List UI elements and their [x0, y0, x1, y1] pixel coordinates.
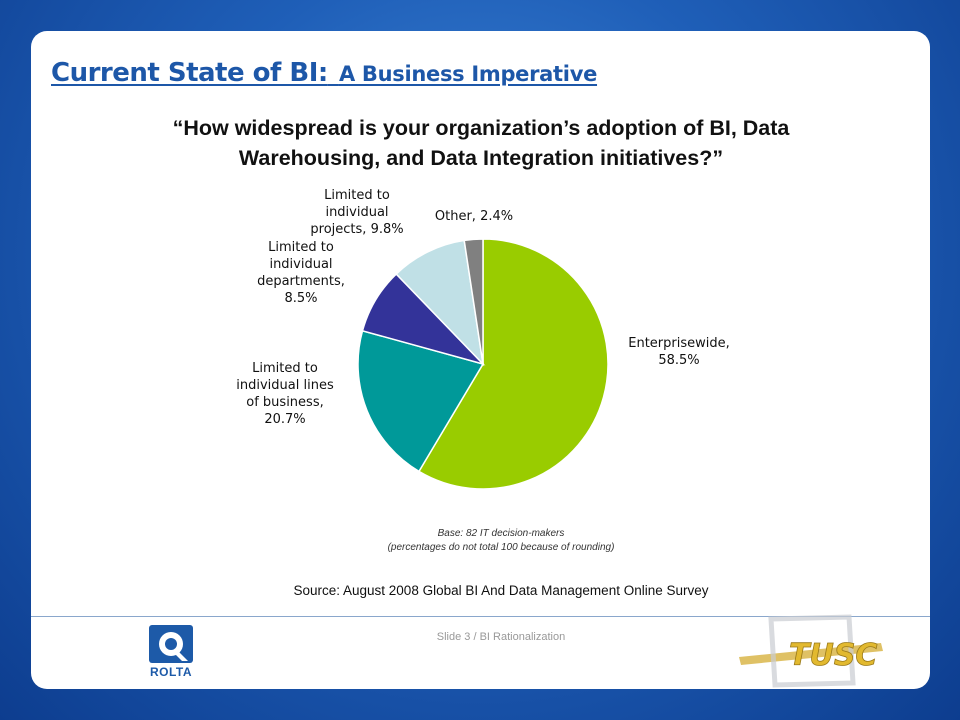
pie-slice: [463, 238, 484, 365]
slide-title: Current State of BI: A Business Imperati…: [51, 51, 597, 89]
rolta-wordmark: ROLTA: [149, 665, 193, 679]
pie-chart: Enterprisewide, 58.5% Limited to individual…: [236, 188, 730, 490]
survey-question: “How widespread is your organization’s a…: [71, 113, 891, 173]
question-line-1: “How widespread is your organization’s a…: [172, 116, 790, 140]
pie-slice: [357, 329, 485, 473]
base-note: Base: 82 IT decision-makers: [437, 528, 565, 539]
slice-label: Limited to individual lines of business, 20…: [236, 361, 334, 427]
slide-footer: Slide 3 / BI Rationalization: [436, 631, 566, 643]
slice-label: Limited to individual projects, 9.8%: [310, 188, 403, 237]
question-line-2: Warehousing, and Data Integration initia…: [238, 146, 724, 170]
title-main: Current State of BI:: [51, 58, 328, 88]
tusc-logo: TUSC: [739, 614, 883, 688]
tusc-wordmark: TUSC: [789, 638, 877, 673]
pie-slice: [417, 238, 609, 490]
pie-slice: [395, 239, 485, 367]
source-note: Source: August 2008 Global BI And Data M…: [293, 583, 709, 598]
slice-label: Other, 2.4%: [435, 209, 513, 224]
title-sub: A Business Imperative: [338, 62, 598, 86]
footer-divider: [31, 616, 930, 617]
slice-label: Limited to individual departments, 8.5%: [257, 240, 345, 306]
rounding-note: (percentages do not total 100 because of…: [387, 542, 615, 553]
rolta-emblem-icon: [149, 625, 193, 663]
slide-card: Current State of BI: A Business Imperati…: [31, 31, 930, 689]
rolta-logo: ROLTA: [147, 625, 195, 683]
slice-label: Enterprisewide, 58.5%: [628, 336, 730, 368]
